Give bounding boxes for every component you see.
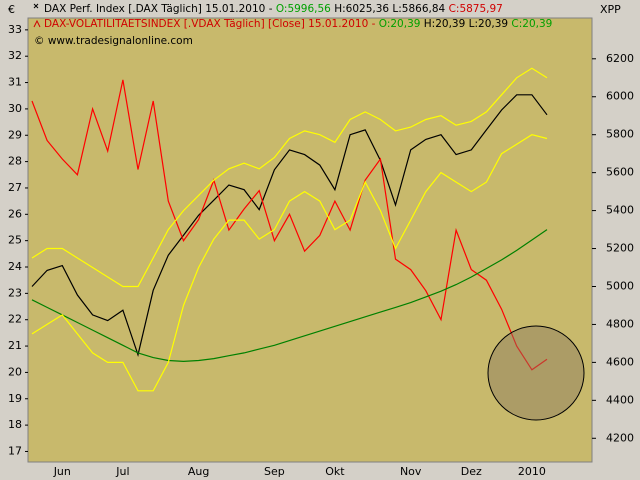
x-tick-label: Sep	[264, 465, 285, 478]
series-line	[31, 79, 548, 371]
right-unit: XPP	[600, 3, 621, 16]
plot-area	[27, 17, 593, 463]
legend-low: L:20,39	[469, 18, 508, 30]
y-tick-label: 22	[8, 313, 22, 326]
y2-tick-label: 4200	[606, 431, 634, 444]
copyright: © www.tradesignalonline.com	[34, 35, 193, 47]
legend-label: DAX Perf. Index [.DAX Täglich] 15.01.201…	[44, 3, 273, 15]
y2-tick-label: 4800	[606, 317, 634, 330]
y-tick-label: 31	[8, 76, 22, 89]
legend-high: H:6025,36	[334, 3, 389, 15]
y2-tick-label: 5400	[606, 204, 634, 217]
x-tick-label: Jun	[53, 465, 71, 478]
series-line	[31, 229, 548, 363]
y2-tick-label: 5000	[606, 279, 634, 292]
legend-high: H:20,39	[424, 18, 466, 30]
legend-low: L:5866,84	[392, 3, 445, 15]
y-tick-label: 32	[8, 49, 22, 62]
left-unit: €	[8, 3, 15, 16]
y-tick-label: 30	[8, 102, 22, 115]
x-tick-label: Aug	[188, 465, 209, 478]
y2-tick-label: 4600	[606, 355, 634, 368]
legend-close: C:20,39	[511, 18, 552, 30]
legend-dax: DAX Perf. Index [.DAX Täglich] 15.01.201…	[44, 3, 503, 15]
y-tick-label: 28	[8, 155, 22, 168]
series-line	[31, 134, 548, 392]
y-tick-label: 17	[8, 444, 22, 457]
legend-label: DAX-VOLATILITAETSINDEX [.VDAX Täglich] […	[44, 18, 376, 30]
y2-tick-label: 5200	[606, 242, 634, 255]
x-tick-label: Okt	[325, 465, 345, 478]
y-tick-label: 20	[8, 365, 22, 378]
y-tick-label: 24	[8, 260, 22, 273]
series-line	[31, 67, 548, 288]
y-tick-label: 29	[8, 128, 22, 141]
plot	[31, 67, 548, 392]
y-tick-label: 26	[8, 207, 22, 220]
y-tick-label: 23	[8, 286, 22, 299]
x-tick-label: Nov	[400, 465, 422, 478]
legend-open: O:5996,56	[276, 3, 331, 15]
x-tick-label: Jul	[115, 465, 129, 478]
y2-tick-label: 6000	[606, 90, 634, 103]
y-tick-label: 27	[8, 181, 22, 194]
y2-tick-label: 6200	[606, 52, 634, 65]
series-line	[31, 94, 548, 357]
y2-tick-label: 5800	[606, 128, 634, 141]
legend-icon	[33, 19, 41, 28]
x-tick-label: 2010	[518, 465, 546, 478]
y-tick-label: 18	[8, 418, 22, 431]
y-tick-label: 21	[8, 339, 22, 352]
y-tick-label: 19	[8, 392, 22, 405]
legend-close: C:5875,97	[449, 3, 503, 15]
x-tick-label: Dez	[461, 465, 482, 478]
y2-tick-label: 4400	[606, 393, 634, 406]
legend-vdax: DAX-VOLATILITAETSINDEX [.VDAX Täglich] […	[44, 18, 552, 30]
y-tick-label: 25	[8, 234, 22, 247]
legend-open: O:20,39	[379, 18, 421, 30]
legend-icon	[33, 3, 39, 9]
y-tick-label: 33	[8, 23, 22, 36]
y2-tick-label: 5600	[606, 166, 634, 179]
highlight-circle	[487, 325, 585, 421]
